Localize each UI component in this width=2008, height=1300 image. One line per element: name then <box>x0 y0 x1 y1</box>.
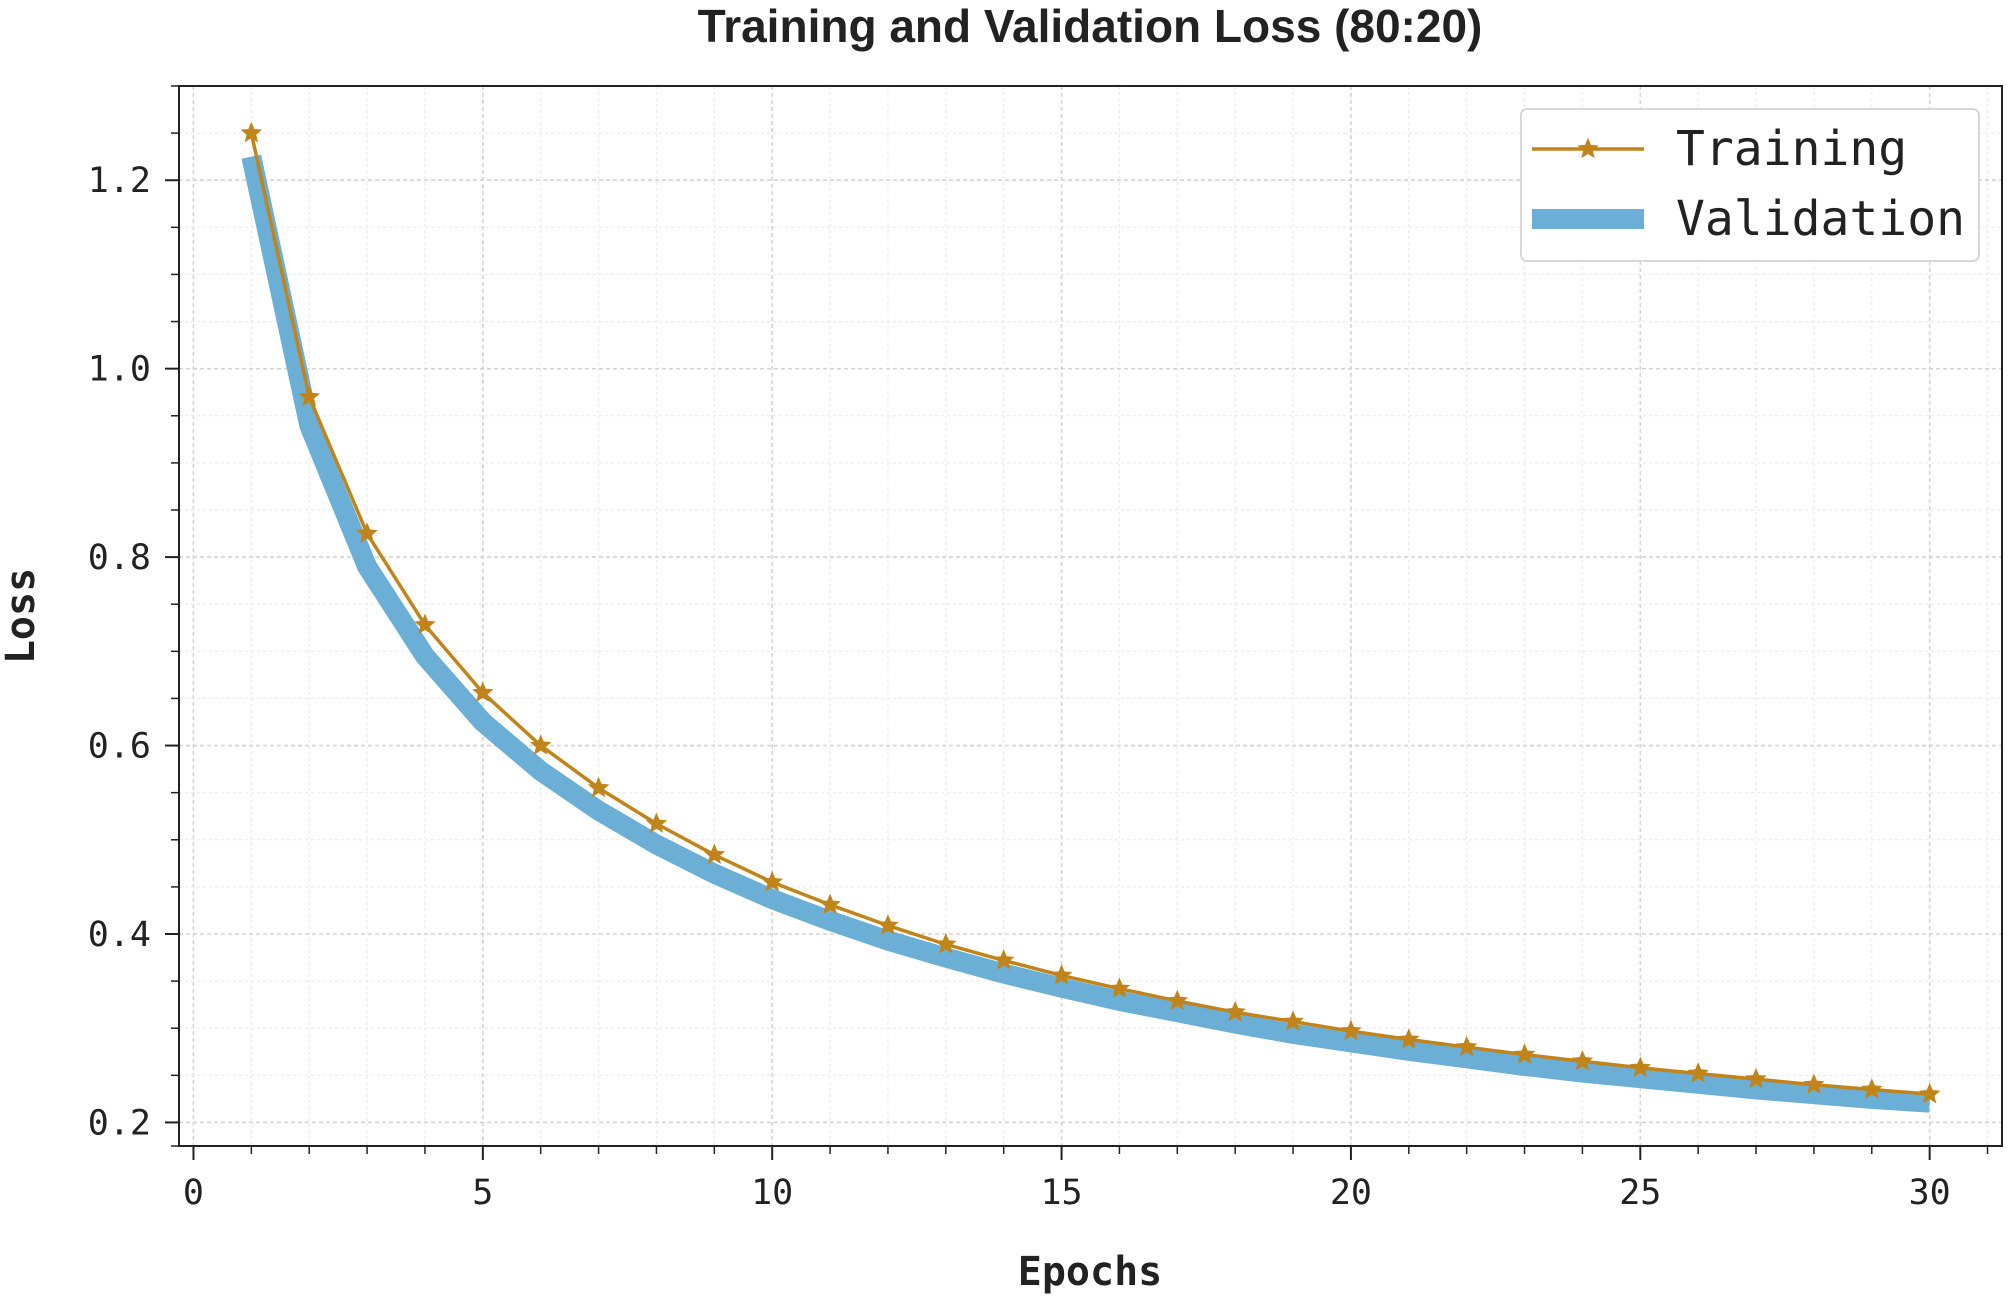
legend-label: Validation <box>1676 191 1965 247</box>
legend: Training Validation <box>1520 108 1980 262</box>
x-axis-label: Epochs <box>1018 1249 1163 1295</box>
training-point-marker <box>1745 1067 1767 1089</box>
legend-label: Training <box>1676 121 1907 177</box>
series-lines <box>240 121 1941 1113</box>
y-axis-label: Loss <box>0 568 44 664</box>
legend-star-marker <box>1577 137 1599 159</box>
y-tick-label: 0.6 <box>88 727 151 767</box>
training-point-marker <box>1803 1073 1825 1094</box>
y-tick-label: 0.8 <box>88 538 151 578</box>
training-point-marker <box>356 522 378 543</box>
training-point-marker <box>1398 1028 1420 1049</box>
training-point-marker <box>761 870 783 892</box>
plot-frame <box>178 85 2003 1147</box>
axes: 0 5 10 15 20 25 30 0.2 0.4 0.6 0.8 1.0 1.2 <box>88 85 1989 1213</box>
training-point-marker <box>1050 964 1073 985</box>
training-point-marker <box>1108 977 1131 998</box>
training-point-marker <box>298 385 320 407</box>
x-tick-label: 25 <box>1619 1173 1661 1213</box>
training-point-marker <box>1340 1019 1362 1041</box>
training-point-marker <box>1918 1082 1941 1104</box>
training-point-marker <box>819 893 841 914</box>
training-point-marker <box>1513 1043 1536 1064</box>
training-point-marker <box>587 776 610 798</box>
training-point-marker <box>1861 1078 1883 1099</box>
training-point-marker <box>414 613 436 635</box>
training-point-marker <box>703 843 726 864</box>
training-point-marker <box>1166 989 1189 1011</box>
training-point-marker <box>992 949 1015 970</box>
x-tick-label: 5 <box>472 1173 493 1213</box>
y-tick-label: 1.2 <box>88 161 151 201</box>
x-tick-label: 0 <box>183 1173 204 1213</box>
x-tick-label: 10 <box>751 1173 793 1213</box>
training-point-marker <box>645 812 668 833</box>
training-point-marker <box>1629 1056 1652 1077</box>
training-point-marker <box>1282 1010 1304 1031</box>
training-point-marker <box>1687 1062 1709 1083</box>
training-point-marker <box>1455 1035 1478 1057</box>
chart-title: Training and Validation Loss (80:20) <box>698 0 1483 52</box>
legend-entries: Training Validation <box>1532 121 1965 247</box>
training-point-marker <box>529 734 552 755</box>
training-point-marker <box>1571 1049 1594 1071</box>
training-point-marker <box>472 681 494 702</box>
training-point-marker <box>935 933 957 954</box>
training-point-marker <box>877 914 899 935</box>
y-tick-label: 0.2 <box>88 1103 151 1143</box>
series-line-validation <box>241 154 1931 1113</box>
x-tick-label: 15 <box>1040 1173 1082 1213</box>
training-point-marker <box>1224 1000 1246 1022</box>
y-tick-label: 1.0 <box>88 350 151 390</box>
series-line-training <box>249 132 1930 1096</box>
training-point-marker <box>240 121 263 143</box>
y-tick-label: 0.4 <box>88 915 151 955</box>
x-tick-label: 20 <box>1330 1173 1372 1213</box>
x-tick-label: 30 <box>1909 1173 1951 1213</box>
